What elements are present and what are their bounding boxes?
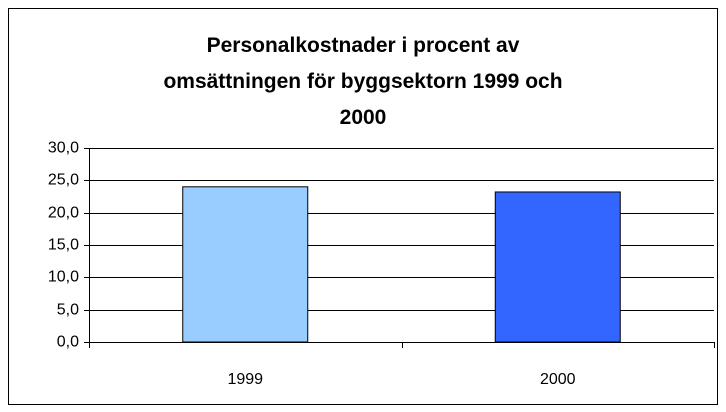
- y-tick-label: 15,0: [48, 237, 79, 254]
- y-tick-label: 10,0: [48, 269, 79, 286]
- y-tick-label: 0,0: [57, 334, 79, 351]
- y-tick-label: 30,0: [48, 140, 79, 157]
- y-tick-label: 5,0: [57, 302, 79, 319]
- bar: [494, 191, 621, 343]
- x-tick-label: 2000: [540, 371, 576, 388]
- y-tick-label: 20,0: [48, 205, 79, 222]
- y-tick-label: 25,0: [48, 172, 79, 189]
- bar: [182, 186, 309, 343]
- x-tick-label: 1999: [227, 371, 263, 388]
- chart-title: Personalkostnader i procent av omsättnin…: [163, 34, 563, 129]
